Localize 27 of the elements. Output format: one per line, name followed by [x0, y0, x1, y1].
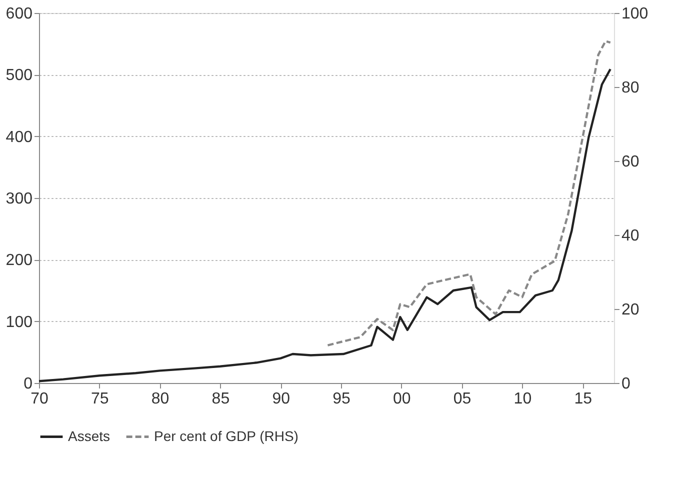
x-tick-label: 05 [453, 390, 472, 408]
y-tick-label: 200 [6, 252, 33, 270]
y-tick-label: 100 [6, 314, 33, 331]
y2-tick-label: 100 [622, 6, 648, 22]
y2-tick-label: 0 [622, 376, 630, 392]
y-tick-label: 0 [24, 376, 33, 392]
x-tick-label: 90 [272, 390, 290, 408]
y-tick-label: 300 [6, 190, 33, 208]
x-tick-label: 15 [574, 390, 592, 408]
y2-tick-label: 80 [622, 80, 640, 96]
legend-label: Per cent of GDP (RHS) [154, 428, 298, 444]
line-series [38, 68, 612, 382]
y2-tick-label: 40 [622, 228, 640, 244]
y-tick-label: 400 [6, 128, 33, 146]
x-tick-label: 80 [151, 390, 170, 408]
y2-tick-label: 20 [622, 302, 640, 318]
y-tick-label: 500 [6, 67, 33, 84]
y-tick-label: 600 [6, 6, 33, 22]
y2-tick-label: 60 [622, 154, 640, 170]
line-series [326, 40, 612, 346]
x-tick-label: 75 [91, 390, 109, 408]
x-tick-label: 85 [212, 390, 230, 408]
legend-label: Assets [68, 428, 110, 444]
x-tick-label: 10 [514, 390, 532, 408]
x-tick-label: 95 [332, 390, 350, 408]
x-tick-label: 70 [30, 390, 48, 408]
x-tick-label: 00 [392, 390, 411, 408]
